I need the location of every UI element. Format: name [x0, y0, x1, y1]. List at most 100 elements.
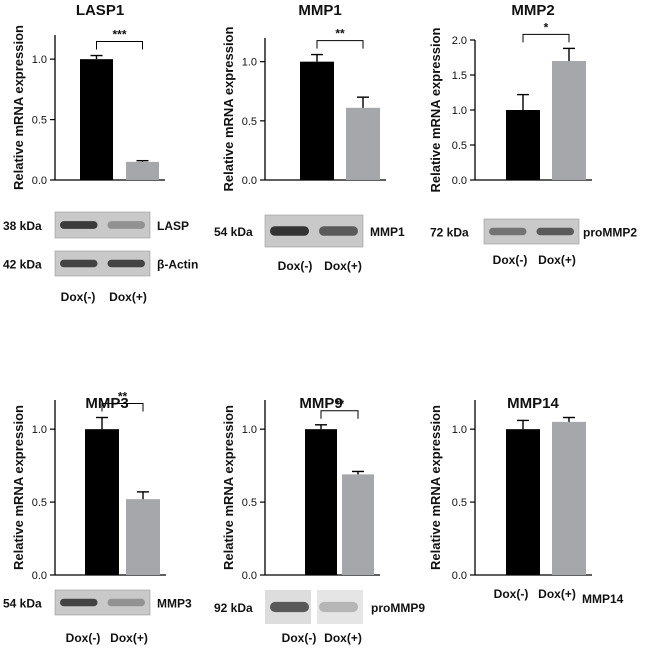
- blot-band: [536, 227, 574, 236]
- lane-label: Dox(+): [324, 259, 362, 273]
- lane-label: Dox(-): [66, 631, 101, 645]
- bar-dox-minusplus: [552, 421, 586, 575]
- y-tick-label: 0.5: [32, 497, 47, 509]
- y-axis-label: Relative mRNA expression: [428, 27, 443, 192]
- lane-label: Dox(+): [109, 290, 147, 304]
- y-tick-label: 0.5: [242, 116, 257, 128]
- significance-bracket: [101, 403, 144, 412]
- lane-label: Dox(+): [110, 631, 148, 645]
- y-tick-label: 1.0: [32, 54, 47, 66]
- lane-label: Dox(+): [538, 253, 576, 267]
- western-blot--actin: 42 kDa β-Actin: [3, 250, 198, 277]
- y-axis-label: Relative mRNA expression: [221, 26, 236, 191]
- y-tick-label: 0.5: [452, 140, 467, 152]
- y-axis-label: Relative mRNA expression: [11, 405, 26, 570]
- bar-dox-minusplus: [342, 474, 374, 575]
- blot-band: [270, 226, 309, 236]
- y-axis-label: Relative mRNA expression: [428, 405, 443, 570]
- band-label: proMMP2: [583, 226, 637, 240]
- significance-bracket: [96, 41, 143, 50]
- bar-dox-minus: [305, 429, 337, 575]
- lane-label: Dox(-): [278, 259, 313, 273]
- bar-dox-minusplus: [346, 107, 380, 180]
- chart-title: LASP1: [76, 2, 124, 19]
- molecular-weight-label: 38 kDa: [3, 219, 42, 233]
- blot-band: [60, 598, 98, 607]
- significance-marker: **: [335, 397, 345, 411]
- bar-dox-minus: [506, 110, 540, 180]
- y-tick-label: 1.0: [452, 424, 467, 436]
- lane-label: Dox(-): [61, 290, 96, 304]
- chart-panel-mmp3: MMP3 Relative mRNA expression 0.0 0.5 1.0 ** 5…: [3, 390, 192, 646]
- significance-bracket: [316, 40, 364, 49]
- blot-band: [319, 601, 358, 613]
- y-axis-label: Relative mRNA expression: [11, 25, 26, 190]
- chart-title: MMP14: [507, 395, 559, 412]
- chart-panel-mmp1: MMP1 Relative mRNA expression 0.0 0.5 1.0 ** 5…: [214, 2, 405, 273]
- molecular-weight-label: 54 kDa: [3, 597, 42, 611]
- band-label: proMMP9: [371, 601, 425, 615]
- y-axis-label: Relative mRNA expression: [221, 405, 236, 570]
- y-tick-label: 1.0: [452, 105, 467, 117]
- blot-band: [489, 227, 527, 236]
- blot-band: [60, 221, 98, 229]
- y-tick-label: 1.0: [32, 424, 47, 436]
- y-tick-label: 0.5: [242, 497, 257, 509]
- lane-label: Dox(-): [494, 587, 529, 601]
- lane-label: Dox(+): [538, 587, 576, 601]
- blot-band: [270, 601, 309, 613]
- chart-panel-lasp1: LASP1 Relative mRNA expression 0.0 0.5 1.0 **…: [3, 2, 198, 304]
- y-tick-label: 0.0: [452, 570, 467, 582]
- y-tick-label: 1.0: [242, 57, 257, 69]
- chart-title: MMP2: [511, 2, 554, 19]
- significance-bracket: [522, 33, 570, 43]
- chart-panel-mmp2: MMP2 Relative mRNA expression 0.0 0.5 1.0 1.5…: [428, 2, 637, 267]
- bar-dox-minus: [300, 61, 334, 180]
- y-tick-label: 1.5: [452, 70, 467, 82]
- western-blot-mmp1: 54 kDa MMP1: [214, 214, 405, 248]
- blot-band: [107, 259, 145, 268]
- bar-dox-minusplus: [552, 61, 586, 180]
- blot-band: [60, 259, 98, 268]
- band-label: β-Actin: [157, 258, 198, 272]
- bar-dox-minus: [506, 429, 540, 575]
- band-label: MMP1: [370, 225, 405, 239]
- y-tick-label: 0.0: [452, 175, 467, 187]
- y-tick-label: 0.0: [32, 570, 47, 582]
- western-blot-prommp9: 92 kDa proMMP9: [214, 590, 425, 624]
- band-label: LASP: [157, 219, 189, 233]
- molecular-weight-label: 42 kDa: [3, 258, 42, 272]
- chart-title: MMP9: [299, 395, 342, 412]
- side-label: MMP14: [582, 592, 624, 606]
- chart-panel-mmp9: MMP9 Relative mRNA expression 0.0 0.5 1.0 ** 9…: [214, 395, 425, 645]
- significance-marker: **: [118, 390, 128, 404]
- significance-marker: *: [544, 20, 549, 34]
- lane-label: Dox(+): [324, 631, 362, 645]
- western-blot-prommp2: 72 kDa proMMP2: [430, 218, 637, 245]
- significance-marker: **: [335, 27, 345, 41]
- significance-marker: ***: [112, 28, 126, 42]
- y-tick-label: 0.0: [242, 175, 257, 187]
- bar-dox-minusplus: [126, 161, 159, 180]
- y-tick-label: 0.0: [242, 570, 257, 582]
- western-blot-mmp3: 54 kDa MMP3: [3, 589, 192, 616]
- chart-panel-mmp14: MMP14 Relative mRNA expression 0.0 0.5 1.0 Do…: [428, 395, 624, 606]
- blot-band: [107, 221, 145, 229]
- western-blot-lasp: 38 kDa LASP: [3, 211, 189, 239]
- blot-band: [107, 598, 145, 607]
- molecular-weight-label: 72 kDa: [430, 226, 469, 240]
- y-tick-label: 1.0: [242, 424, 257, 436]
- band-label: MMP3: [157, 597, 192, 611]
- blot-band: [319, 226, 358, 236]
- y-tick-label: 0.5: [32, 115, 47, 127]
- lane-label: Dox(-): [282, 631, 317, 645]
- bar-dox-minus: [80, 59, 113, 180]
- molecular-weight-label: 92 kDa: [214, 601, 253, 615]
- molecular-weight-label: 54 kDa: [214, 225, 253, 239]
- blot-background: [317, 590, 363, 624]
- lane-label: Dox(-): [493, 253, 528, 267]
- y-tick-label: 0.0: [32, 175, 47, 187]
- y-tick-label: 2.0: [452, 35, 467, 47]
- chart-title: MMP1: [298, 2, 341, 19]
